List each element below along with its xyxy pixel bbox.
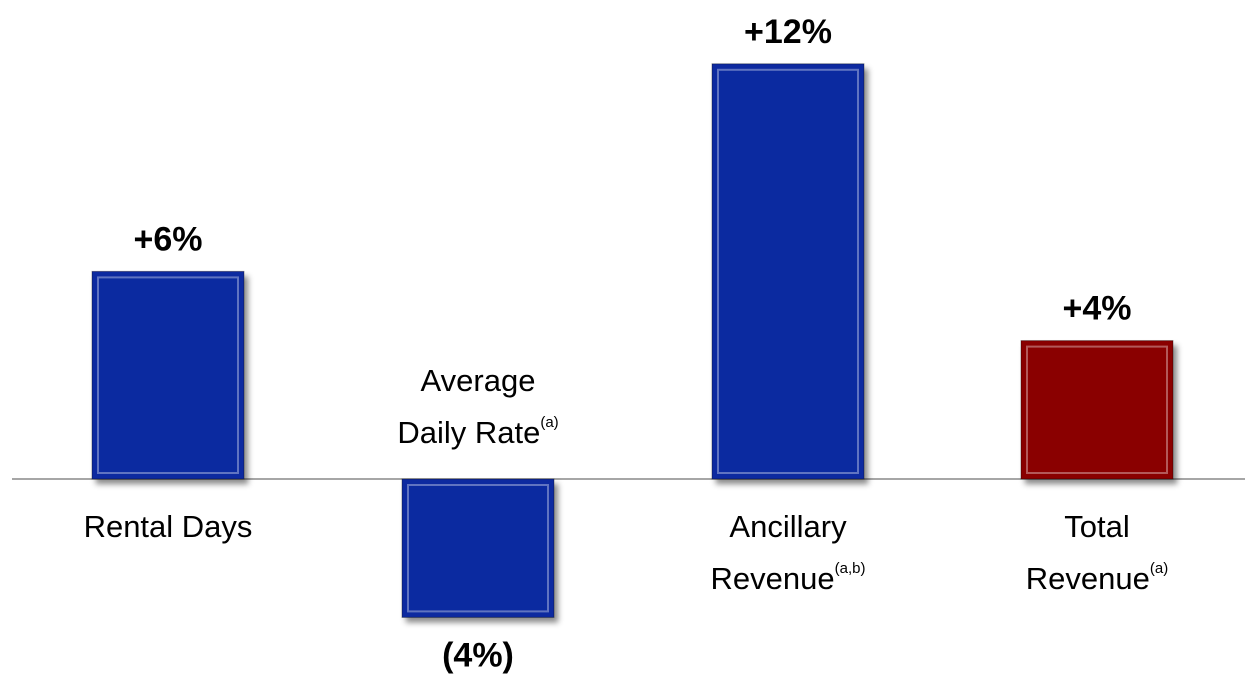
- footnote-mark: (a): [1150, 560, 1168, 577]
- category-line: Ancillary: [729, 509, 847, 544]
- bar-bevel: [1026, 345, 1168, 475]
- bar-bevel: [97, 276, 239, 474]
- category-label: Rental Days: [84, 509, 253, 544]
- value-label: +12%: [744, 13, 832, 51]
- value-label: +4%: [1063, 290, 1132, 328]
- category-line: Rental Days: [84, 509, 253, 544]
- category-line: Average: [421, 363, 536, 398]
- category-line: Revenue(a,b): [711, 560, 866, 596]
- footnote-mark: (a,b): [835, 560, 866, 577]
- category-label: Total Revenue(a): [1026, 509, 1168, 596]
- footnote-mark: (a): [540, 414, 558, 431]
- category-line: Total: [1064, 509, 1129, 544]
- value-label: (4%): [442, 636, 514, 674]
- bar-bevel: [717, 68, 859, 475]
- category-label: Average Daily Rate(a): [397, 363, 558, 450]
- category-line: Daily Rate(a): [397, 414, 558, 450]
- category-label: Ancillary Revenue(a,b): [711, 509, 866, 596]
- value-label: +6%: [134, 220, 203, 258]
- bar-bevel: [407, 484, 549, 613]
- category-line: Revenue(a): [1026, 560, 1168, 596]
